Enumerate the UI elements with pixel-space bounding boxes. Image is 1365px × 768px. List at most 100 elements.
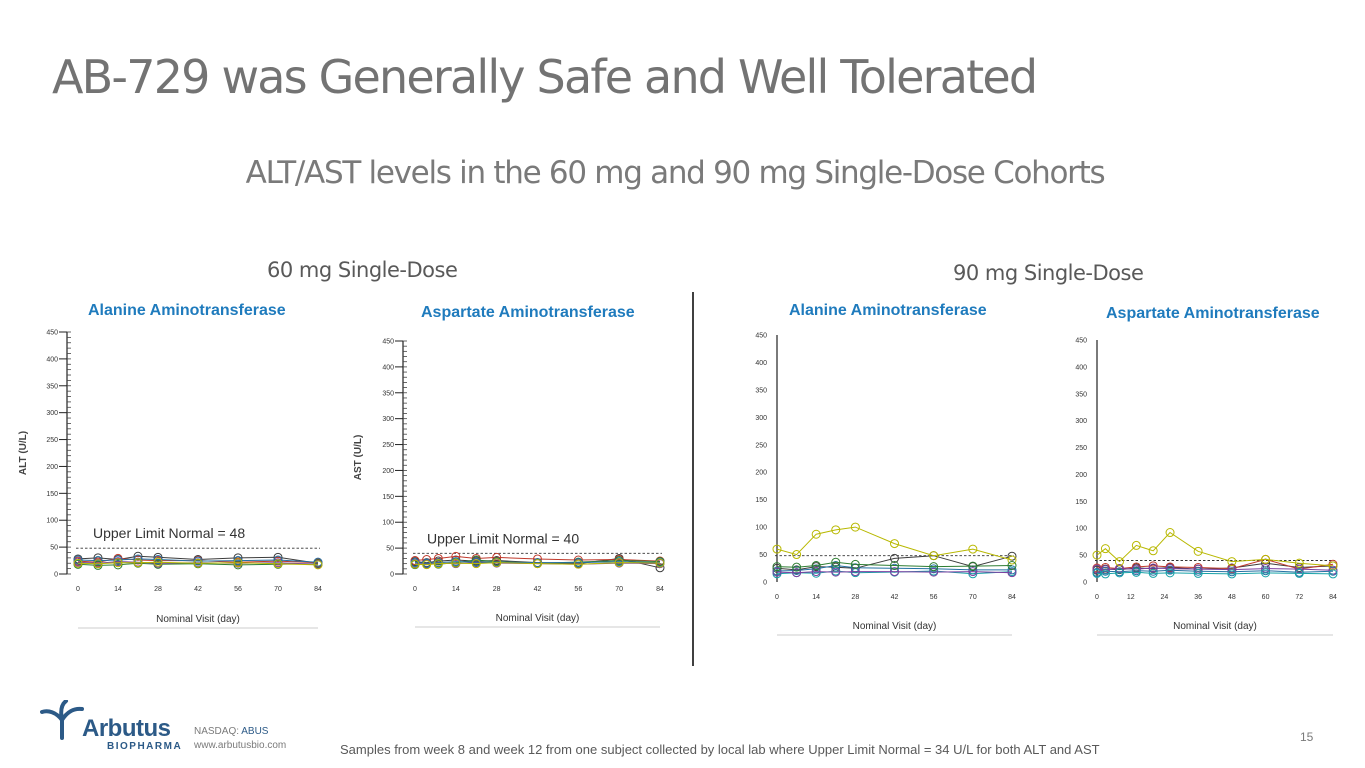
x-tick-label: 42 bbox=[194, 586, 202, 593]
data-point bbox=[929, 567, 939, 577]
series-6 bbox=[1092, 567, 1338, 579]
x-tick-label: 14 bbox=[812, 594, 820, 601]
y-tick-label: 350 bbox=[755, 387, 767, 394]
x-tick-label: 28 bbox=[154, 586, 162, 593]
ast-60mg-chart: 0 50 100 150 200 250 300 350 400 450 0 14 28 42 56 70 84… bbox=[353, 339, 665, 628]
x-tick-label: 60 bbox=[1262, 594, 1270, 601]
x-tick-label: 42 bbox=[534, 586, 542, 593]
data-point bbox=[968, 561, 978, 571]
series-line bbox=[414, 562, 661, 566]
series-4 bbox=[772, 567, 1017, 578]
data-point bbox=[1148, 568, 1158, 578]
data-point bbox=[113, 558, 123, 568]
data-point bbox=[1227, 557, 1237, 567]
data-point bbox=[492, 558, 502, 568]
y-tick-label: 100 bbox=[382, 520, 394, 527]
y-tick-label: 450 bbox=[382, 339, 394, 346]
series-line bbox=[77, 562, 319, 566]
y-tick-label: 200 bbox=[46, 464, 58, 471]
series-line bbox=[1096, 571, 1334, 575]
data-point bbox=[1114, 568, 1124, 578]
data-point bbox=[772, 544, 782, 554]
data-point bbox=[1131, 540, 1141, 550]
series-line bbox=[77, 561, 319, 566]
data-point bbox=[1148, 546, 1158, 556]
data-point bbox=[1131, 564, 1141, 574]
panel-title-ast-90mg: Aspartate Aminotransferase bbox=[1106, 305, 1320, 322]
x-tick-label: 24 bbox=[1161, 594, 1169, 601]
x-tick-label: 48 bbox=[1228, 594, 1236, 601]
data-point bbox=[1193, 568, 1203, 578]
data-point bbox=[1193, 566, 1203, 576]
y-tick-label: 350 bbox=[1075, 391, 1087, 398]
x-tick-label: 56 bbox=[574, 586, 582, 593]
x-tick-label: 0 bbox=[775, 594, 779, 601]
series-5 bbox=[1092, 528, 1338, 571]
data-point bbox=[153, 552, 163, 562]
cohort-divider bbox=[692, 292, 694, 666]
data-point bbox=[655, 563, 665, 573]
data-point bbox=[1294, 568, 1304, 578]
data-point bbox=[1261, 566, 1271, 576]
data-point bbox=[422, 560, 432, 570]
x-axis-label: Nominal Visit (day) bbox=[496, 613, 580, 624]
y-tick-label: 400 bbox=[46, 356, 58, 363]
panel-title-ast-60mg: Aspartate Aminotransferase bbox=[421, 304, 635, 321]
ulnormal-label: Upper Limit Normal = 48 bbox=[93, 525, 245, 541]
x-tick-label: 70 bbox=[274, 586, 282, 593]
panel-title-alt-60mg: Alanine Aminotransferase bbox=[88, 302, 286, 319]
ticker-label: NASDAQ: bbox=[194, 726, 240, 737]
data-point bbox=[93, 556, 103, 566]
data-point bbox=[1100, 544, 1110, 554]
ast-90mg-chart: 0 50 100 150 200 250 300 350 400 450 0 12 24 36 48 60 72… bbox=[1075, 338, 1338, 636]
series-6 bbox=[410, 558, 665, 570]
y-tick-label: 300 bbox=[382, 416, 394, 423]
data-point bbox=[113, 555, 123, 565]
data-point bbox=[890, 561, 899, 571]
data-point bbox=[1294, 558, 1304, 568]
series-2 bbox=[1092, 554, 1338, 574]
data-point bbox=[451, 558, 461, 568]
y-tick-label: 200 bbox=[755, 470, 767, 477]
series-line bbox=[77, 558, 319, 563]
y-tick-label: 350 bbox=[382, 390, 394, 397]
data-point bbox=[1092, 550, 1102, 560]
series-line bbox=[77, 555, 319, 564]
data-point bbox=[1100, 569, 1110, 579]
data-point bbox=[533, 559, 542, 569]
data-point bbox=[313, 560, 323, 570]
x-tick-label: 0 bbox=[413, 586, 417, 593]
data-point bbox=[792, 550, 802, 560]
data-point bbox=[772, 567, 782, 577]
x-tick-label: 56 bbox=[234, 586, 242, 593]
y-tick-label: 50 bbox=[1079, 553, 1087, 560]
x-tick-label: 70 bbox=[615, 586, 623, 593]
data-point bbox=[831, 557, 841, 567]
y-tick-label: 300 bbox=[46, 410, 58, 417]
data-point bbox=[850, 559, 860, 569]
data-point bbox=[1007, 561, 1017, 571]
series-5 bbox=[772, 522, 1017, 565]
series-line bbox=[776, 571, 1013, 574]
x-tick-label: 84 bbox=[656, 586, 664, 593]
data-point bbox=[1328, 565, 1338, 575]
data-point bbox=[193, 558, 203, 568]
y-tick-label: 50 bbox=[50, 545, 58, 552]
data-point bbox=[655, 558, 665, 568]
y-tick-label: 100 bbox=[1075, 526, 1087, 533]
series-line bbox=[776, 570, 1013, 575]
data-point bbox=[1261, 568, 1271, 578]
data-point bbox=[193, 556, 203, 566]
data-point bbox=[153, 554, 163, 564]
data-point bbox=[233, 556, 243, 566]
data-point bbox=[1227, 569, 1237, 579]
footnote: Samples from week 8 and week 12 from one… bbox=[340, 742, 1100, 757]
data-point bbox=[1148, 566, 1158, 576]
x-tick-label: 0 bbox=[76, 586, 80, 593]
data-point bbox=[792, 562, 802, 572]
logo-wordmark: Arbutus bbox=[82, 715, 171, 742]
website-link[interactable]: www.arbutusbio.com bbox=[194, 740, 287, 751]
series-6 bbox=[772, 557, 1017, 572]
data-point bbox=[1261, 554, 1271, 564]
y-axis-label: ALT (U/L) bbox=[18, 431, 29, 475]
